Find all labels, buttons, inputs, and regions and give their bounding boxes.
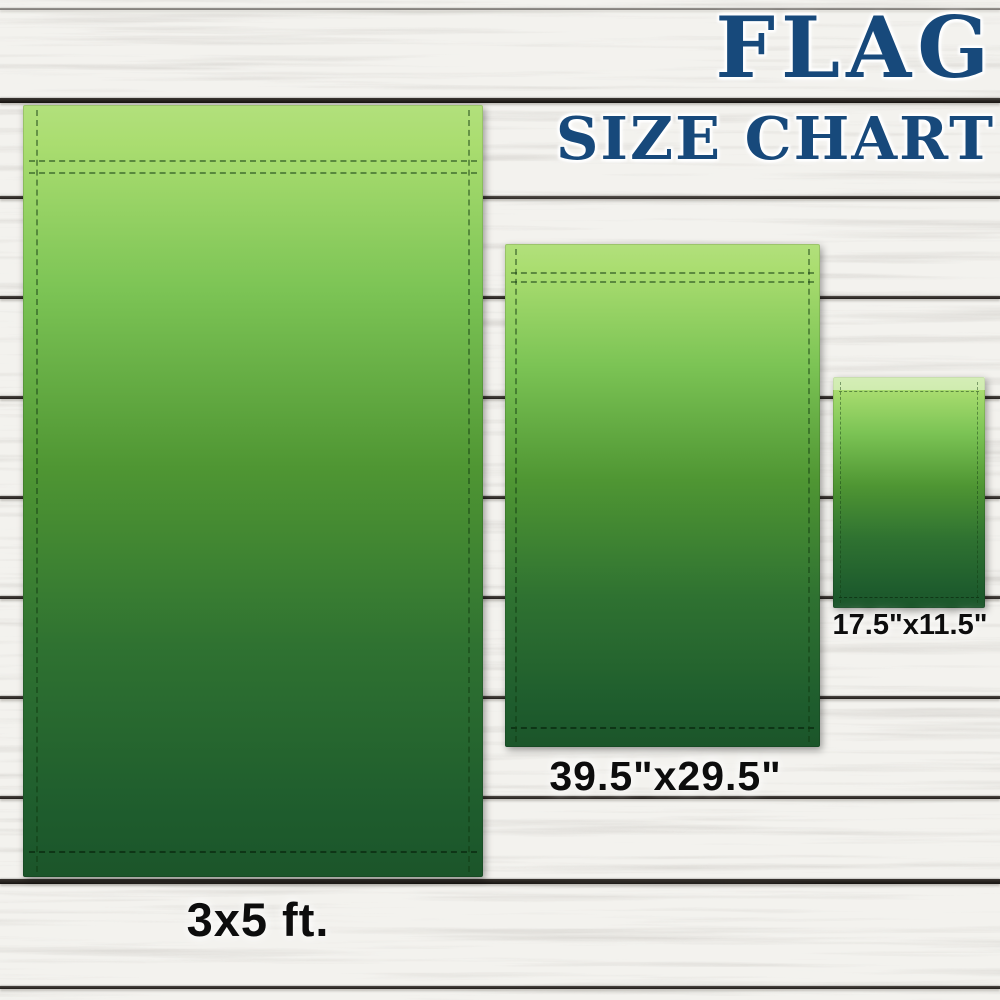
sleeve-highlight (833, 377, 985, 390)
flag-small (833, 377, 985, 608)
title-line-flag: FLAG (715, 0, 995, 97)
stitch-line (511, 272, 814, 274)
flag-medium (505, 244, 820, 747)
stitch-line (839, 597, 979, 598)
plank-groove (0, 986, 1000, 989)
flag-size-label-3x5: 3x5 ft. (186, 893, 330, 946)
stitch-line (515, 249, 517, 742)
stitch-line (29, 172, 477, 174)
stitch-line (511, 281, 814, 283)
stitch-line (36, 110, 38, 872)
page-title: FLAG SIZE CHART (555, 0, 995, 173)
title-line-size-chart: SIZE CHART (555, 104, 995, 173)
stitch-line (29, 851, 477, 853)
stitch-line (468, 110, 470, 872)
flag-3x5 (23, 105, 483, 877)
flag-size-label-small: 17.5"x11.5" (832, 609, 988, 641)
stitch-line (808, 249, 810, 742)
stitch-line (977, 382, 978, 603)
flag-size-label-medium: 39.5"x29.5" (549, 753, 782, 799)
stitch-line (839, 391, 979, 392)
stitch-line (511, 727, 814, 729)
stitch-line (840, 382, 841, 603)
stitch-line (29, 160, 477, 162)
plank-groove (0, 879, 1000, 884)
